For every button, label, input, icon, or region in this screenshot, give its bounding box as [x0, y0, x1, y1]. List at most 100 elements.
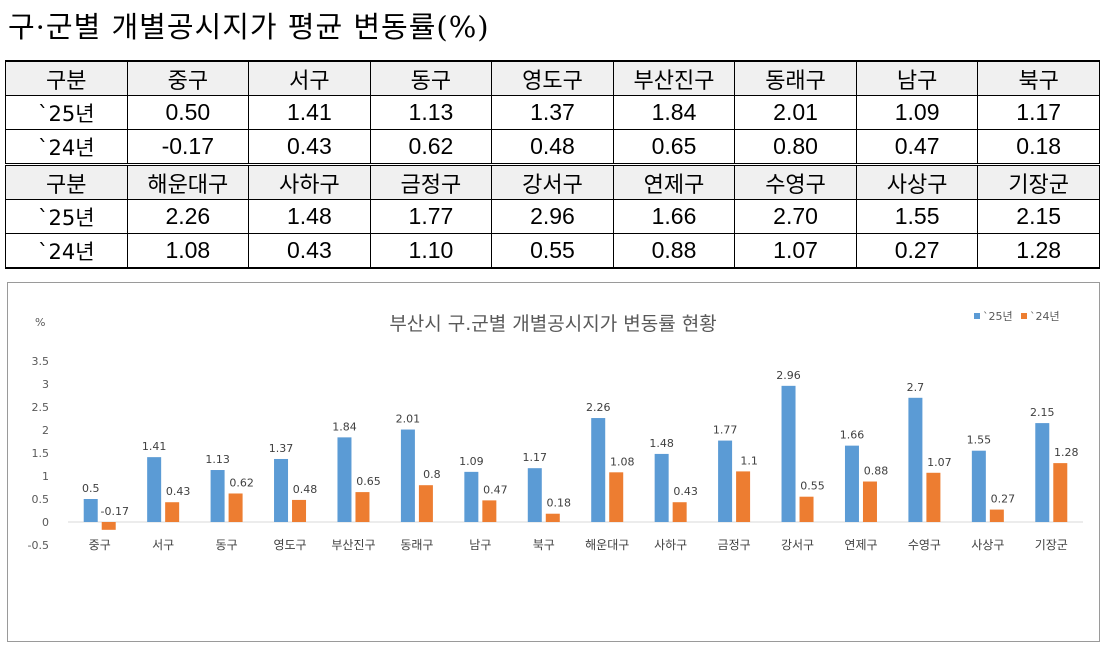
data-label-2024: 1.28: [1054, 446, 1079, 459]
y-tick-label: 1: [42, 470, 49, 483]
x-category-label: 강서구: [781, 538, 814, 552]
bar-2024: [418, 485, 433, 522]
bar-2025: [781, 385, 796, 522]
x-category-label: 연제구: [844, 538, 877, 552]
data-label-2025: 2.26: [586, 401, 611, 414]
bar-2024: [228, 493, 243, 522]
value-cell: 1.37: [491, 95, 614, 130]
value-cell: 1.41: [248, 95, 371, 130]
bar-2025: [654, 453, 669, 522]
district-header-cell: 수영구: [734, 163, 857, 200]
table-row: `24년 -0.17 0.43 0.62 0.48 0.65 0.80 0.47 0.18: [5, 129, 1100, 165]
value-cell: 1.66: [612, 199, 736, 234]
bar-2025: [274, 458, 289, 522]
table-row: `24년 1.08 0.43 1.10 0.55 0.88 1.07 0.27 1.28: [5, 233, 1100, 269]
data-label-2025: 2.7: [907, 381, 925, 394]
x-category-label: 금정구: [718, 538, 751, 552]
value-cell: 2.96: [491, 199, 614, 234]
x-category-label: 사상구: [971, 538, 1004, 552]
data-label-2024: 0.43: [673, 485, 698, 498]
bar-2024: [672, 502, 687, 522]
bar-2024: [355, 492, 370, 522]
year-label-cell: `25년: [5, 95, 128, 130]
bar-2025: [83, 499, 98, 522]
value-cell: 0.43: [248, 233, 371, 269]
value-cell: -0.17: [126, 129, 250, 165]
table-header-row: 구분 해운대구 사하구 금정구 강서구 연제구 수영구 사상구 기장군: [5, 163, 1100, 200]
x-category-label: 부산진구: [331, 538, 375, 552]
x-category-label: 영도구: [273, 538, 306, 552]
value-cell: 1.48: [248, 199, 371, 234]
district-header-cell: 기장군: [977, 163, 1100, 200]
value-cell: 1.77: [369, 199, 493, 234]
x-category-label: 서구: [152, 538, 174, 552]
bar-2024: [609, 472, 624, 522]
district-header-cell: 서구: [248, 60, 371, 96]
x-category-label: 해운대구: [585, 538, 629, 552]
data-label-2024: 0.62: [229, 476, 254, 489]
bar-2025: [591, 418, 606, 522]
y-tick-label: 0.5: [32, 493, 50, 506]
data-label-2025: 1.55: [967, 434, 992, 447]
page-title: 구·군별 개별공시지가 평균 변동률(%): [8, 10, 490, 44]
district-header-cell: 사상구: [855, 163, 979, 200]
data-label-2025: 1.41: [142, 440, 167, 453]
data-label-2025: 2.01: [396, 413, 421, 426]
header-label-cell: 구분: [5, 163, 128, 200]
bar-2025: [337, 437, 352, 522]
chart-area: 부산시 구.군별 개별공시지가 변동률 현황% -0.5 0 0.5 1 1.5 2 2.5 3…: [7, 282, 1100, 642]
table-row: `25년 2.26 1.48 1.77 2.96 1.66 2.70 1.55 2.15: [5, 199, 1100, 234]
data-label-2024: 0.65: [356, 475, 381, 488]
value-cell: 1.28: [977, 233, 1100, 269]
legend-label-2025: `25년: [983, 310, 1013, 323]
value-cell: 0.50: [126, 95, 250, 130]
y-tick-label: 2: [42, 424, 49, 437]
data-label-2024: 0.88: [864, 465, 889, 478]
data-label-2025: 2.96: [776, 369, 801, 382]
data-label-2024: 0.47: [483, 483, 508, 496]
value-cell: 0.55: [491, 233, 614, 269]
value-cell: 0.27: [855, 233, 979, 269]
data-label-2024: 0.27: [991, 493, 1016, 506]
district-header-cell: 동구: [369, 60, 493, 96]
data-label-2024: 1.07: [927, 456, 952, 469]
y-tick-label: 3.5: [32, 355, 50, 368]
bar-2025: [527, 468, 542, 522]
year-label-cell: `25년: [5, 199, 128, 234]
data-label-2025: 1.37: [269, 442, 294, 455]
value-cell: 1.55: [855, 199, 979, 234]
value-cell: 0.88: [612, 233, 736, 269]
year-label-cell: `24년: [5, 129, 128, 165]
data-label-2024: 0.18: [547, 497, 572, 510]
chart-title: 부산시 구.군별 개별공시지가 변동률 현황: [389, 313, 716, 335]
district-header-cell: 중구: [126, 60, 250, 96]
y-tick-label: 2.5: [32, 401, 50, 414]
legend-swatch-2024: [1021, 313, 1027, 319]
value-cell: 0.65: [612, 129, 736, 165]
data-label-2025: 1.77: [713, 424, 738, 437]
bar-2024: [862, 481, 877, 522]
x-category-label: 동래구: [400, 538, 433, 552]
data-label-2025: 2.15: [1030, 406, 1055, 419]
value-cell: 1.10: [369, 233, 493, 269]
district-header-cell: 금정구: [369, 163, 493, 200]
value-cell: 0.47: [855, 129, 979, 165]
bar-2024: [292, 499, 307, 522]
y-tick-label: 3: [42, 378, 49, 391]
x-category-label: 수영구: [908, 538, 941, 552]
x-category-label: 남구: [469, 538, 491, 552]
value-cell: 0.43: [248, 129, 371, 165]
value-cell: 0.48: [491, 129, 614, 165]
value-cell: 1.07: [734, 233, 857, 269]
x-category-label: 북구: [533, 538, 555, 552]
data-label-2025: 1.17: [523, 451, 548, 464]
value-cell: 1.17: [977, 95, 1100, 130]
value-cell: 0.62: [369, 129, 493, 165]
district-header-cell: 부산진구: [612, 60, 736, 96]
bar-2025: [210, 470, 225, 522]
data-label-2025: 1.09: [459, 455, 484, 468]
data-label-2024: 1.08: [610, 455, 635, 468]
data-label-2024: -0.17: [100, 505, 128, 518]
x-category-label: 중구: [89, 538, 111, 552]
value-cell: 2.15: [977, 199, 1100, 234]
